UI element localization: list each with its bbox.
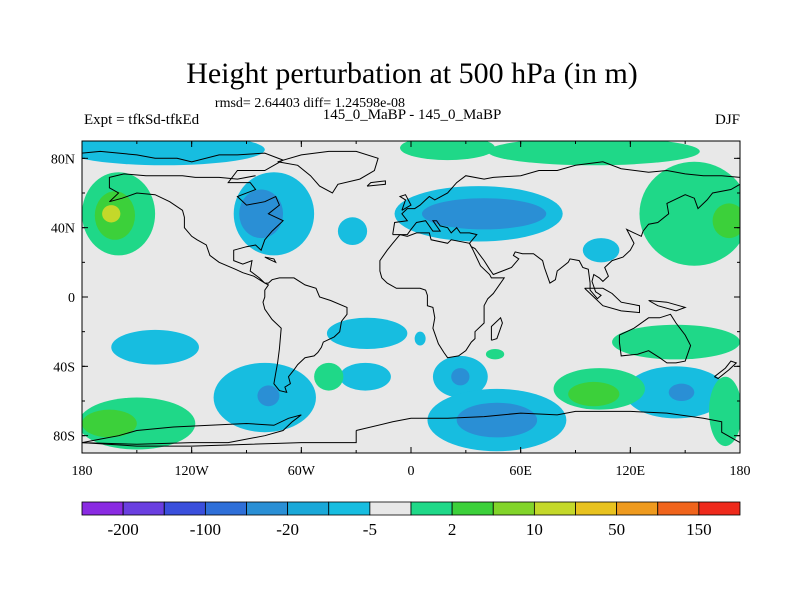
contour-region-6 (337, 217, 368, 245)
coastline-1 (277, 150, 379, 194)
y-tick-label: 80S (53, 430, 75, 445)
coastline-14 (264, 256, 277, 264)
contour-region-16 (339, 362, 391, 391)
contour-region-25 (314, 362, 344, 391)
contour-region-2 (239, 189, 284, 239)
coastlines (82, 150, 740, 447)
contour-region-0 (82, 141, 265, 166)
x-tick-label: 120E (616, 464, 646, 479)
colorbar-box-12 (575, 501, 618, 516)
coastline-12 (398, 194, 412, 211)
colorbar-box-14 (657, 501, 700, 516)
coastline-10 (584, 287, 640, 314)
coastline-4 (379, 232, 506, 359)
colorbar: -200 -100 -20 -5 2 10 50 150 (81, 501, 741, 539)
coastline-8 (356, 410, 740, 444)
colorbar-label: 2 (448, 520, 457, 539)
coastline-0 (82, 150, 348, 393)
contour-region-8 (487, 141, 700, 166)
colorbar-label: 50 (608, 520, 625, 539)
contour-region-30 (668, 383, 695, 402)
coastline-6 (618, 313, 692, 364)
axes: 180 120W 60W 0 60E 120E 180 80N 40N 0 40S 80S (51, 141, 751, 479)
contour-region-7 (400, 141, 496, 161)
colorbar-label: 10 (526, 520, 543, 539)
colorbar-box-10 (492, 501, 535, 516)
coastline-13 (366, 180, 386, 187)
contour-region-13 (582, 238, 620, 263)
contour-region-28 (612, 324, 740, 360)
contour-region-10 (421, 198, 547, 230)
colorbar-box-13 (616, 501, 659, 516)
contour-region-20 (485, 349, 505, 360)
contour-region-19 (414, 331, 426, 346)
colorbar-box-11 (533, 501, 576, 516)
colorbar-box-9 (451, 501, 494, 516)
y-tick-label: 0 (68, 291, 75, 306)
y-tick-label: 80N (51, 152, 75, 167)
colorbar-label: -100 (190, 520, 221, 539)
coastline-15 (714, 360, 738, 380)
colorbar-box-0 (81, 501, 124, 516)
colorbar-label: -5 (363, 520, 377, 539)
x-tick-label: 120W (175, 464, 210, 479)
x-tick-label: 180 (72, 464, 93, 479)
x-tick-label: 0 (408, 464, 415, 479)
colorbar-box-7 (369, 501, 412, 516)
colorbar-box-5 (287, 501, 330, 516)
coastline-3 (392, 183, 740, 300)
coastline-9 (82, 430, 357, 447)
contour-region-5 (102, 205, 121, 223)
chart-title: Height perturbation at 500 hPa (in m) (186, 57, 638, 90)
contour-field (82, 141, 740, 453)
x-tick-label: 60E (509, 464, 532, 479)
center-string: 145_0_MaBP - 145_0_MaBP (323, 107, 502, 123)
left-string: Expt = tfkSd-tfkEd (84, 112, 200, 128)
coastline-2 (392, 161, 740, 235)
x-tick-label: 60W (288, 464, 316, 479)
contour-region-18 (451, 368, 470, 386)
colorbar-box-15 (698, 501, 741, 516)
contour-region-33 (708, 376, 740, 447)
coastline-7 (82, 414, 302, 445)
contour-region-24 (257, 385, 280, 407)
right-string: DJF (715, 112, 740, 128)
colorbar-box-4 (246, 501, 289, 516)
colorbar-label: -200 (108, 520, 139, 539)
y-tick-label: 40S (53, 360, 75, 375)
y-tick-label: 40N (51, 222, 75, 237)
colorbar-box-6 (328, 501, 371, 516)
contour-region-27 (82, 409, 137, 438)
coastline-11 (648, 300, 687, 312)
colorbar-box-2 (163, 501, 206, 516)
colorbar-box-1 (122, 501, 165, 516)
colorbar-box-8 (410, 501, 453, 516)
coastline-5 (490, 316, 503, 341)
x-tick-label: 180 (730, 464, 751, 479)
colorbar-box-3 (204, 501, 247, 516)
contour-region-12 (712, 203, 740, 239)
contour-region-22 (456, 402, 538, 438)
contour-region-14 (111, 329, 199, 365)
contour-region-11 (639, 161, 740, 266)
colorbar-label: -20 (276, 520, 299, 539)
colorbar-label: 150 (686, 520, 712, 539)
contour-region-32 (568, 381, 620, 407)
contour-region-15 (326, 317, 408, 349)
chart-subtitle: rmsd= 2.64403 diff= 1.24598e-08 (215, 96, 405, 111)
